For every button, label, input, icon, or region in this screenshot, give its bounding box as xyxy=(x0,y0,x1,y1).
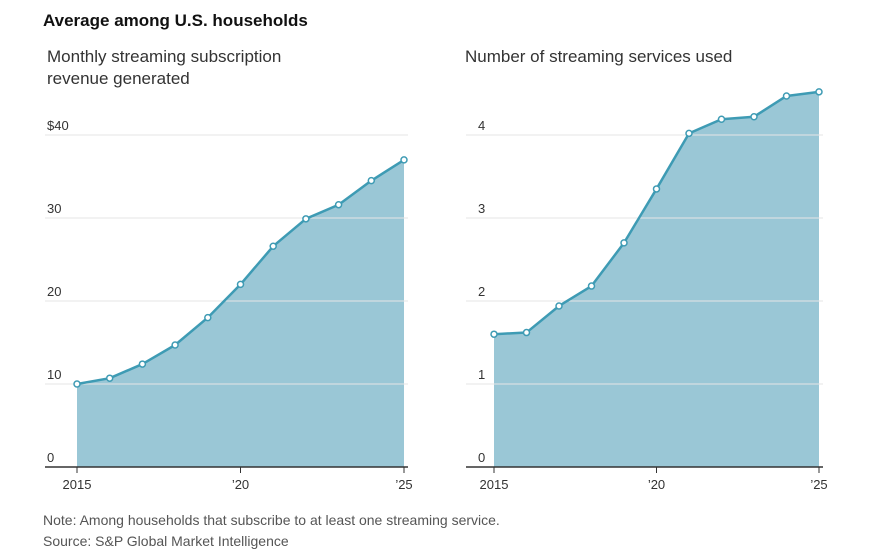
services-data-point xyxy=(522,328,531,337)
revenue-y-tick-label: $40 xyxy=(47,118,69,133)
services-data-point xyxy=(620,239,628,247)
note-text: Note: Among households that subscribe to… xyxy=(43,512,500,528)
revenue-y-tick-label: 10 xyxy=(47,367,61,382)
left-chart-title: Monthly streaming subscription revenue g… xyxy=(47,47,282,88)
services-y-tick-label: 3 xyxy=(478,201,485,216)
revenue-y-tick-label: 30 xyxy=(47,201,61,216)
services-y-tick-label: 4 xyxy=(478,118,485,133)
revenue-x-tick-label: ’25 xyxy=(395,477,412,492)
services-y-tick-label: 2 xyxy=(478,284,485,299)
services-area-fill xyxy=(494,91,819,467)
services-x-tick-label: 2015 xyxy=(480,477,509,492)
revenue-data-point xyxy=(105,374,114,382)
services-data-point xyxy=(587,282,596,290)
revenue-x-tick-label: 2015 xyxy=(63,477,92,492)
revenue-data-point xyxy=(400,156,408,164)
revenue-y-tick-label: 20 xyxy=(47,284,61,299)
services-y-tick-label: 0 xyxy=(478,450,485,465)
services-data-point xyxy=(782,92,791,100)
services-y-tick-label: 1 xyxy=(478,367,485,382)
revenue-data-point xyxy=(367,176,376,185)
revenue-x-tick-label: ’20 xyxy=(232,477,249,492)
source-text: Source: S&P Global Market Intelligence xyxy=(43,533,289,549)
revenue-data-point xyxy=(302,215,310,223)
services-x-tick-label: ’25 xyxy=(810,477,827,492)
revenue-data-point xyxy=(73,380,81,388)
revenue-data-point xyxy=(204,313,212,322)
revenue-y-tick-label: 0 xyxy=(47,450,54,465)
services-data-point xyxy=(815,88,823,96)
revenue-data-point xyxy=(138,360,147,368)
services-x-tick-label: ’20 xyxy=(648,477,665,492)
revenue-area-fill xyxy=(77,159,404,467)
services-data-point xyxy=(652,185,661,193)
revenue-data-point xyxy=(236,280,245,289)
revenue-data-point xyxy=(334,200,343,209)
revenue-data-point xyxy=(171,341,179,349)
services-data-point xyxy=(750,112,758,121)
services-data-point xyxy=(490,330,498,338)
services-data-point xyxy=(555,302,563,310)
right-chart-title: Number of streaming services used xyxy=(465,47,733,66)
revenue-data-point xyxy=(269,242,277,250)
services-data-point xyxy=(717,115,726,123)
chart-heading: Average among U.S. households xyxy=(43,11,308,30)
services-data-point xyxy=(685,129,693,138)
